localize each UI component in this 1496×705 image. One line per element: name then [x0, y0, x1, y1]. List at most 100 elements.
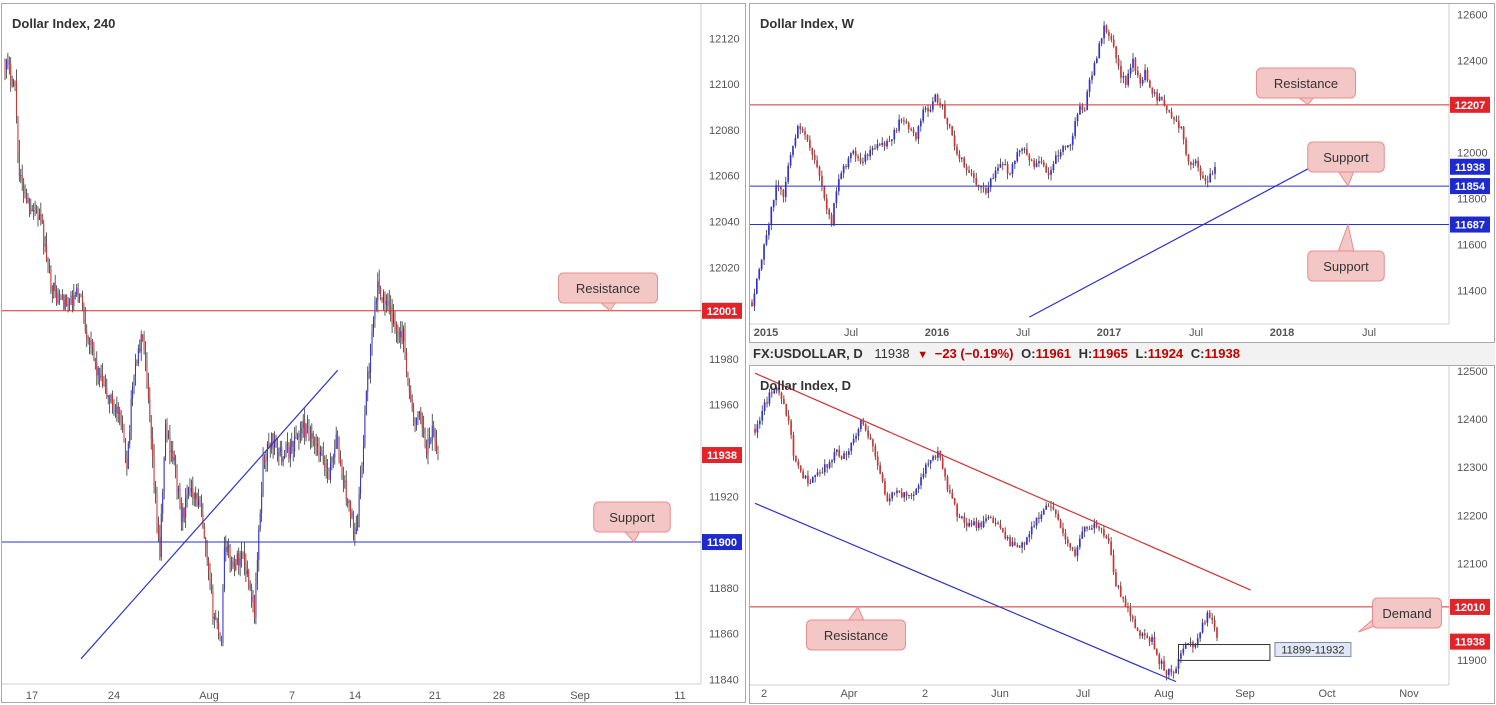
candle-body: [1216, 627, 1218, 638]
price-tag-label: 11938: [1455, 162, 1485, 174]
callout-resistance[interactable]: Resistance: [1256, 67, 1356, 106]
callout-resistance[interactable]: Resistance: [558, 272, 658, 312]
candle-body: [1211, 617, 1214, 620]
callout-resistance[interactable]: Resistance: [806, 605, 906, 651]
candle-body: [1045, 505, 1047, 510]
candle-body: [973, 521, 975, 525]
candle-body: [195, 493, 197, 499]
candle-body: [391, 309, 393, 325]
candle-body: [982, 521, 985, 528]
callout-box: [1372, 597, 1442, 629]
candle-body: [340, 459, 342, 467]
candle-body: [133, 375, 135, 387]
candle-body: [1011, 541, 1014, 546]
candle-body: [1050, 170, 1052, 175]
demand-zone[interactable]: [1178, 644, 1271, 661]
candle-body: [1129, 608, 1132, 617]
candle-body: [946, 476, 949, 491]
candle-body: [143, 340, 145, 351]
candle-body: [1030, 160, 1033, 162]
candle-body: [929, 109, 932, 112]
candle-body: [1081, 531, 1084, 539]
candle-body: [116, 406, 118, 414]
callout-support[interactable]: Support: [1307, 222, 1385, 282]
price-tag: 11938: [1450, 633, 1490, 650]
callout-demand[interactable]: Demand: [1358, 597, 1442, 633]
candle-body: [229, 545, 231, 561]
weekly-chart[interactable]: 12600 12400 12000 11800 11600 11400 2015 Jul 201…: [750, 4, 1496, 344]
candle-body: [337, 434, 339, 442]
candle-body: [1105, 25, 1108, 33]
candle-body: [37, 212, 39, 220]
support-trendline[interactable]: [1029, 163, 1317, 318]
candle-body: [205, 538, 207, 548]
candle-body: [970, 172, 973, 174]
candle-body: [381, 300, 383, 303]
candle-body: [90, 339, 92, 346]
candle-body: [81, 296, 83, 306]
candle-body: [939, 102, 941, 106]
candle-body: [948, 124, 951, 127]
candle-body: [1079, 105, 1081, 115]
candle-body: [413, 408, 415, 424]
h4-chart-panel[interactable]: 12120 12100 12080 12060 12040 12020 11980 11960…: [1, 3, 746, 703]
candle-body: [266, 443, 268, 461]
candle-body: [20, 175, 22, 177]
candle-body: [352, 511, 354, 533]
candle-body: [157, 523, 159, 537]
candle-body: [153, 456, 155, 487]
candle-body: [912, 494, 915, 496]
candle-body: [4, 61, 6, 70]
candle-body: [367, 371, 369, 392]
support-trendline[interactable]: [80, 369, 339, 660]
candle-body: [1023, 148, 1026, 150]
x-tick-label: Jul: [1076, 688, 1090, 700]
daily-chart-panel[interactable]: 12500 12400 12300 12200 12100 11900 2 Apr 2 Jun Ju…: [749, 365, 1495, 704]
candle-body: [1047, 172, 1050, 175]
candle-body: [64, 295, 66, 310]
candle-body: [58, 293, 60, 297]
candle-body: [160, 513, 162, 557]
callout-text: Support: [1323, 150, 1369, 165]
candle-body: [1069, 543, 1072, 548]
candle-body: [876, 456, 879, 466]
callout-support[interactable]: Support: [593, 501, 671, 543]
candle-body: [1194, 160, 1197, 164]
candle-body: [1098, 43, 1101, 59]
low-label: L:: [1135, 346, 1148, 361]
candle-body: [264, 456, 266, 463]
candle-body: [84, 318, 86, 332]
candle-body: [963, 157, 966, 167]
h4-chart[interactable]: 12120 12100 12080 12060 12040 12020 11980 11960…: [2, 4, 747, 704]
candle-body: [1129, 67, 1132, 74]
candle-body: [220, 636, 223, 643]
y-tick-label: 12300: [1457, 462, 1488, 474]
candle-body: [1199, 167, 1202, 176]
candle-body: [900, 492, 903, 498]
resistance-trendline[interactable]: [754, 372, 1251, 591]
candle-body: [797, 461, 800, 466]
candle-body: [192, 488, 194, 496]
candle-body: [1110, 541, 1112, 555]
callout-support[interactable]: Support: [1307, 141, 1385, 188]
candle-body: [1122, 75, 1125, 78]
candle-body: [826, 464, 829, 468]
support-trendline[interactable]: [754, 502, 1177, 683]
candle-body: [1040, 514, 1043, 520]
candle-body: [1141, 79, 1144, 84]
candle-body: [761, 411, 764, 421]
candle-body: [357, 515, 359, 528]
weekly-chart-panel[interactable]: 12600 12400 12000 11800 11600 11400 2015 Jul 201…: [749, 3, 1495, 343]
candle-body: [129, 432, 131, 444]
h4-chart-title: Dollar Index, 240: [12, 16, 116, 31]
candle-body: [13, 80, 15, 87]
candle-body: [203, 526, 205, 539]
candle-body: [76, 288, 78, 296]
candle-body: [1180, 126, 1183, 128]
candle-body: [239, 558, 241, 566]
x-tick-label: Nov: [1399, 688, 1419, 700]
candle-body: [10, 64, 12, 81]
candle-body: [941, 105, 944, 107]
candle-body: [1202, 175, 1204, 179]
daily-chart[interactable]: 12500 12400 12300 12200 12100 11900 2 Apr 2 Jun Ju…: [750, 366, 1496, 705]
